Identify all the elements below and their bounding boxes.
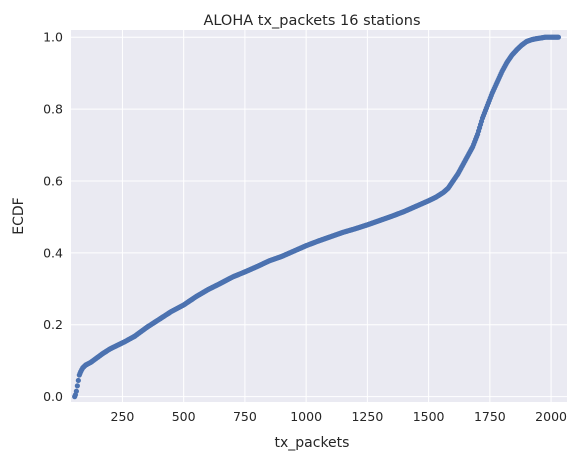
y-tick-label: 0.0 bbox=[43, 389, 63, 404]
x-axis-label: tx_packets bbox=[275, 435, 350, 451]
x-tick-label: 1000 bbox=[290, 409, 322, 424]
y-tick-label: 0.4 bbox=[43, 245, 63, 260]
x-tick-label: 500 bbox=[172, 409, 196, 424]
y-tick-label: 0.8 bbox=[43, 102, 63, 117]
y-tick-labels: 0.0 0.2 0.4 0.6 0.8 1.0 bbox=[43, 30, 63, 404]
data-point bbox=[74, 383, 80, 389]
y-tick-label: 0.6 bbox=[43, 173, 63, 188]
x-tick-label: 1500 bbox=[413, 409, 445, 424]
x-tick-label: 1250 bbox=[351, 409, 383, 424]
grid-lines bbox=[71, 30, 567, 402]
plot-area bbox=[71, 30, 567, 402]
data-point bbox=[555, 34, 562, 40]
y-tick-label: 1.0 bbox=[43, 30, 63, 45]
data-points bbox=[72, 34, 562, 400]
chart-title: ALOHA tx_packets 16 stations bbox=[203, 13, 420, 29]
x-tick-label: 250 bbox=[111, 409, 135, 424]
x-tick-label: 750 bbox=[233, 409, 257, 424]
x-tick-label: 2000 bbox=[535, 409, 567, 424]
x-tick-labels: 250 500 750 1000 1250 1500 1750 2000 bbox=[111, 409, 568, 424]
plot-background bbox=[71, 30, 567, 402]
y-axis-label: ECDF bbox=[11, 197, 27, 234]
y-tick-label: 0.2 bbox=[43, 317, 63, 332]
data-point bbox=[73, 388, 79, 394]
data-point bbox=[75, 377, 81, 384]
x-tick-label: 1750 bbox=[474, 409, 506, 424]
